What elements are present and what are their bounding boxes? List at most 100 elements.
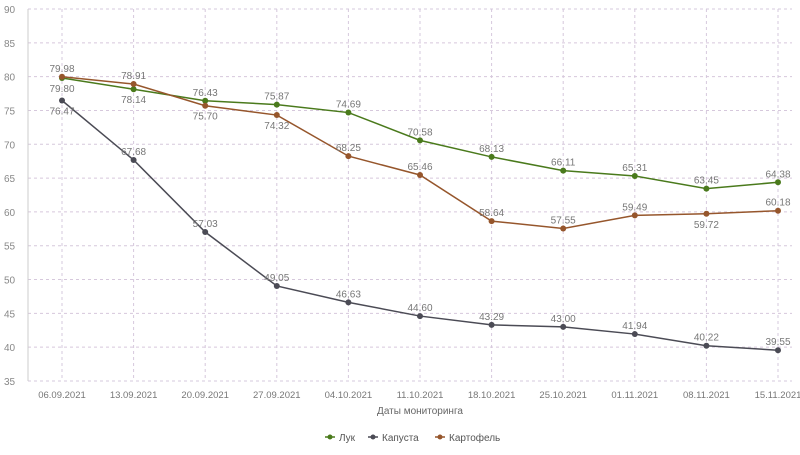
y-tick-label: 75 bbox=[4, 106, 16, 117]
data-point bbox=[703, 342, 710, 349]
data-label: 63.45 bbox=[694, 176, 719, 187]
data-label: 68.25 bbox=[336, 143, 361, 154]
data-label: 79.98 bbox=[49, 64, 74, 75]
data-label: 79.80 bbox=[49, 84, 74, 95]
data-label: 44.60 bbox=[407, 303, 432, 314]
data-label: 74.32 bbox=[264, 121, 289, 132]
data-label: 57.55 bbox=[551, 215, 576, 226]
data-label: 58.64 bbox=[479, 208, 504, 219]
data-label: 70.58 bbox=[407, 127, 432, 138]
data-label: 78.14 bbox=[121, 95, 146, 106]
x-tick-label: 20.09.2021 bbox=[181, 390, 229, 401]
y-tick-label: 55 bbox=[4, 242, 16, 253]
y-tick-label: 45 bbox=[4, 309, 16, 320]
legend-label: Капуста bbox=[382, 433, 419, 444]
y-tick-label: 35 bbox=[4, 377, 16, 388]
data-label: 66.11 bbox=[551, 158, 576, 169]
data-label: 59.72 bbox=[694, 220, 719, 231]
legend-marker-dot bbox=[327, 434, 333, 440]
x-tick-label: 08.11.2021 bbox=[683, 390, 730, 401]
data-point bbox=[345, 153, 352, 160]
data-point bbox=[130, 86, 137, 93]
x-tick-label: 18.10.2021 bbox=[468, 390, 516, 401]
data-label: 60.18 bbox=[765, 198, 790, 209]
x-axis: 06.09.2021 13.09.2021 20.09.2021 27.09.2021… bbox=[38, 390, 800, 401]
data-label: 67.68 bbox=[121, 147, 146, 158]
series-layer bbox=[59, 73, 781, 354]
y-tick-label: 70 bbox=[4, 140, 16, 151]
x-tick-label: 27.09.2021 bbox=[253, 390, 301, 401]
data-point bbox=[202, 228, 209, 235]
data-point bbox=[345, 299, 352, 306]
data-point bbox=[703, 185, 710, 192]
data-point bbox=[202, 97, 209, 104]
data-point bbox=[130, 156, 137, 163]
data-point bbox=[273, 282, 280, 289]
data-point bbox=[775, 207, 781, 214]
data-label: 76.43 bbox=[193, 88, 218, 99]
y-tick-label: 80 bbox=[4, 73, 16, 84]
data-label: 64.38 bbox=[765, 169, 790, 180]
y-tick-label: 65 bbox=[4, 174, 16, 185]
y-tick-label: 40 bbox=[4, 343, 16, 354]
data-point bbox=[488, 321, 495, 328]
data-point bbox=[130, 81, 137, 88]
x-tick-label: 11.10.2021 bbox=[397, 390, 444, 401]
x-tick-label: 06.09.2021 bbox=[38, 390, 86, 401]
x-tick-label: 13.09.2021 bbox=[110, 390, 158, 401]
data-label: 78.91 bbox=[121, 71, 146, 82]
data-label: 39.55 bbox=[765, 337, 790, 348]
data-label: 75.70 bbox=[193, 112, 218, 123]
x-tick-label: 25.10.2021 bbox=[539, 390, 587, 401]
grid bbox=[28, 8, 792, 382]
y-tick-label: 60 bbox=[4, 208, 16, 219]
data-label: 43.29 bbox=[479, 312, 504, 323]
x-tick-label: 01.11.2021 bbox=[611, 390, 658, 401]
data-point bbox=[560, 167, 567, 174]
data-point bbox=[273, 101, 280, 108]
y-axis: 35 40 45 50 55 60 65 70 75 80 85 90 bbox=[4, 5, 29, 388]
data-point bbox=[417, 171, 423, 178]
y-tick-label: 50 bbox=[4, 276, 16, 287]
data-point bbox=[59, 97, 65, 104]
data-point bbox=[560, 323, 567, 330]
data-point bbox=[775, 179, 781, 186]
data-label: 41.94 bbox=[622, 321, 647, 332]
data-point bbox=[59, 73, 65, 80]
data-point bbox=[202, 102, 209, 109]
data-label: 76.47 bbox=[49, 107, 74, 118]
data-point bbox=[631, 172, 638, 179]
legend: Лук Капуста Картофель bbox=[325, 432, 500, 444]
data-label: 43.00 bbox=[551, 314, 576, 325]
data-label: 74.69 bbox=[336, 100, 361, 111]
data-point bbox=[703, 210, 710, 217]
data-labels: 79.80 78.14 76.43 75.87 74.69 70.58 68.13 66.11… bbox=[49, 64, 790, 348]
data-label: 49.05 bbox=[264, 273, 289, 284]
data-point bbox=[273, 112, 280, 119]
legend-marker-dot bbox=[370, 434, 376, 440]
y-tick-label: 90 bbox=[4, 5, 16, 16]
data-label: 40.22 bbox=[694, 333, 719, 344]
data-label: 57.03 bbox=[193, 219, 218, 230]
x-tick-label: 15.11.2021 bbox=[755, 390, 800, 401]
legend-marker-dot bbox=[437, 434, 443, 440]
x-tick-label: 04.10.2021 bbox=[325, 390, 373, 401]
data-point bbox=[488, 153, 495, 160]
data-label: 75.87 bbox=[264, 92, 289, 103]
data-label: 59.49 bbox=[622, 202, 647, 213]
y-tick-label: 85 bbox=[4, 39, 16, 50]
legend-label: Лук bbox=[339, 433, 356, 444]
data-label: 65.31 bbox=[622, 163, 647, 174]
data-label: 65.46 bbox=[407, 162, 432, 173]
data-point bbox=[488, 218, 495, 225]
data-point bbox=[417, 313, 423, 320]
data-point bbox=[775, 347, 781, 354]
data-point bbox=[560, 225, 567, 232]
data-point bbox=[345, 109, 352, 116]
data-label: 68.13 bbox=[479, 144, 504, 155]
data-point bbox=[417, 137, 423, 144]
legend-label: Картофель bbox=[449, 432, 500, 444]
data-point bbox=[631, 331, 638, 338]
data-point bbox=[631, 212, 638, 219]
